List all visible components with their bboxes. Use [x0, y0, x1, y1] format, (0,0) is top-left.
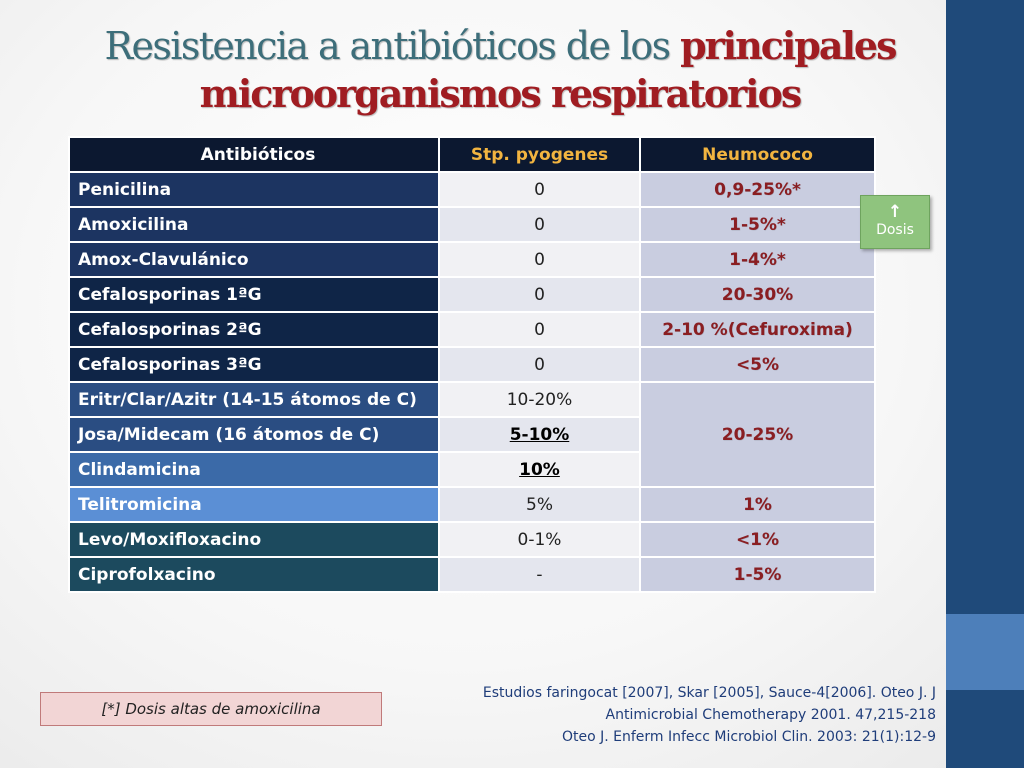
row-neumo-value: 2-10 %(Cefuroxima)	[639, 311, 876, 348]
title-part1: Resistencia a antibióticos de los	[104, 24, 681, 68]
row-stp-value: 5-10%	[438, 416, 641, 453]
table-row: Josa/Midecam (16 átomos de C) 5-10%	[68, 416, 875, 453]
row-stp-value: -	[438, 556, 641, 593]
row-stp-value: 0	[438, 241, 641, 278]
row-antibiotic: Penicilina	[68, 171, 440, 208]
reference-line: Estudios faringocat [2007], Skar [2005],…	[482, 685, 936, 701]
side-bar-accent	[946, 614, 1024, 690]
row-antibiotic: Josa/Midecam (16 átomos de C)	[68, 416, 440, 453]
table-row: Clindamicina 10%	[68, 451, 875, 488]
dosis-button[interactable]: ↑ Dosis	[860, 195, 930, 249]
title-highlight1: principales	[680, 23, 897, 68]
title-highlight2: microorganismos respiratorios	[199, 71, 803, 116]
row-stp-value: 5%	[438, 486, 641, 523]
header-neumococo: Neumococo	[639, 136, 876, 173]
row-stp-value: 0	[438, 346, 641, 383]
arrow-up-icon: ↑	[887, 202, 903, 222]
row-neumo-value: 20-30%	[639, 276, 876, 313]
table-row: Telitromicina 5% 1%	[68, 486, 876, 523]
row-antibiotic: Ciprofolxacino	[68, 556, 440, 593]
resistance-table: Antibióticos Stp. pyogenes Neumococo Pen…	[68, 136, 876, 593]
reference-line: Oteo J. Enferm Infecc Microbiol Clin. 20…	[561, 729, 936, 745]
header-stp-pyogenes: Stp. pyogenes	[438, 136, 641, 173]
table-header-row: Antibióticos Stp. pyogenes Neumococo	[68, 136, 876, 173]
table-row: Levo/Moxifloxacino 0-1% <1%	[68, 521, 876, 558]
row-neumo-value: 1-4%*	[639, 241, 876, 278]
row-stp-value: 10%	[438, 451, 641, 488]
row-stp-value: 0	[438, 276, 641, 313]
table-row: Cefalosporinas 3ªG 0 <5%	[68, 346, 876, 383]
row-stp-value: 0-1%	[438, 521, 641, 558]
row-stp-value: 10-20%	[438, 381, 641, 418]
table-row: Amox-Clavulánico 0 1-4%*	[68, 241, 876, 278]
row-neumo-value-merged: 20-25%	[639, 381, 876, 488]
table-row: Penicilina 0 0,9-25%*	[68, 171, 876, 208]
row-stp-value: 0	[438, 171, 641, 208]
row-antibiotic: Cefalosporinas 2ªG	[68, 311, 440, 348]
row-neumo-value: 1-5%	[639, 556, 876, 593]
row-neumo-value: <1%	[639, 521, 876, 558]
footnote-box: [*] Dosis altas de amoxicilina	[40, 692, 382, 726]
row-stp-value: 0	[438, 311, 641, 348]
table-row: Eritr/Clar/Azitr (14-15 átomos de C) 10-…	[68, 381, 876, 488]
references: Estudios faringocat [2007], Skar [2005],…	[483, 682, 936, 748]
dosis-button-label: Dosis	[876, 222, 914, 238]
row-stp-value: 0	[438, 206, 641, 243]
table-row: Cefalosporinas 1ªG 0 20-30%	[68, 276, 876, 313]
row-neumo-value: 1%	[639, 486, 876, 523]
row-neumo-value: 1-5%*	[639, 206, 876, 243]
row-antibiotic: Cefalosporinas 3ªG	[68, 346, 440, 383]
row-antibiotic: Amoxicilina	[68, 206, 440, 243]
row-antibiotic: Amox-Clavulánico	[68, 241, 440, 278]
side-bar	[946, 0, 1024, 768]
slide-title: Resistencia a antibióticos de los princi…	[60, 22, 940, 118]
table-row: Cefalosporinas 2ªG 0 2-10 %(Cefuroxima)	[68, 311, 876, 348]
row-antibiotic: Telitromicina	[68, 486, 440, 523]
header-antibioticos: Antibióticos	[68, 136, 440, 173]
row-antibiotic: Eritr/Clar/Azitr (14-15 átomos de C)	[68, 381, 440, 418]
table-row: Ciprofolxacino - 1-5%	[68, 556, 876, 593]
table-row: Amoxicilina 0 1-5%*	[68, 206, 876, 243]
row-neumo-value: <5%	[639, 346, 876, 383]
row-neumo-value: 0,9-25%*	[639, 171, 876, 208]
reference-line: Antimicrobial Chemotherapy 2001. 47,215-…	[605, 707, 936, 723]
row-antibiotic: Clindamicina	[68, 451, 440, 488]
row-antibiotic: Cefalosporinas 1ªG	[68, 276, 440, 313]
row-antibiotic: Levo/Moxifloxacino	[68, 521, 440, 558]
